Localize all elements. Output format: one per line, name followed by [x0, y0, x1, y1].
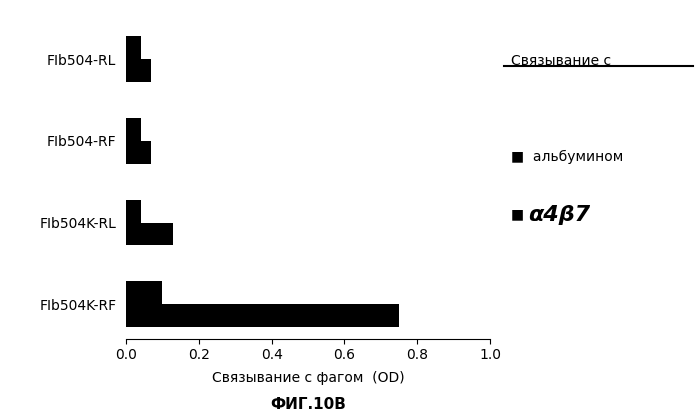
Bar	[126, 281, 162, 304]
Text: Связывание с: Связывание с	[511, 54, 611, 68]
Bar	[126, 36, 141, 59]
Text: α4β7: α4β7	[528, 205, 591, 225]
Bar	[126, 118, 141, 141]
Text: ФИГ.10В: ФИГ.10В	[270, 397, 346, 412]
Bar	[126, 223, 174, 245]
Bar	[126, 200, 141, 223]
Bar	[126, 141, 151, 164]
Text: ■  альбумином: ■ альбумином	[511, 150, 623, 164]
X-axis label: Связывание с фагом  (OD): Связывание с фагом (OD)	[211, 371, 405, 385]
Text: ■: ■	[511, 208, 524, 222]
Bar	[126, 304, 399, 327]
Bar	[126, 59, 151, 82]
